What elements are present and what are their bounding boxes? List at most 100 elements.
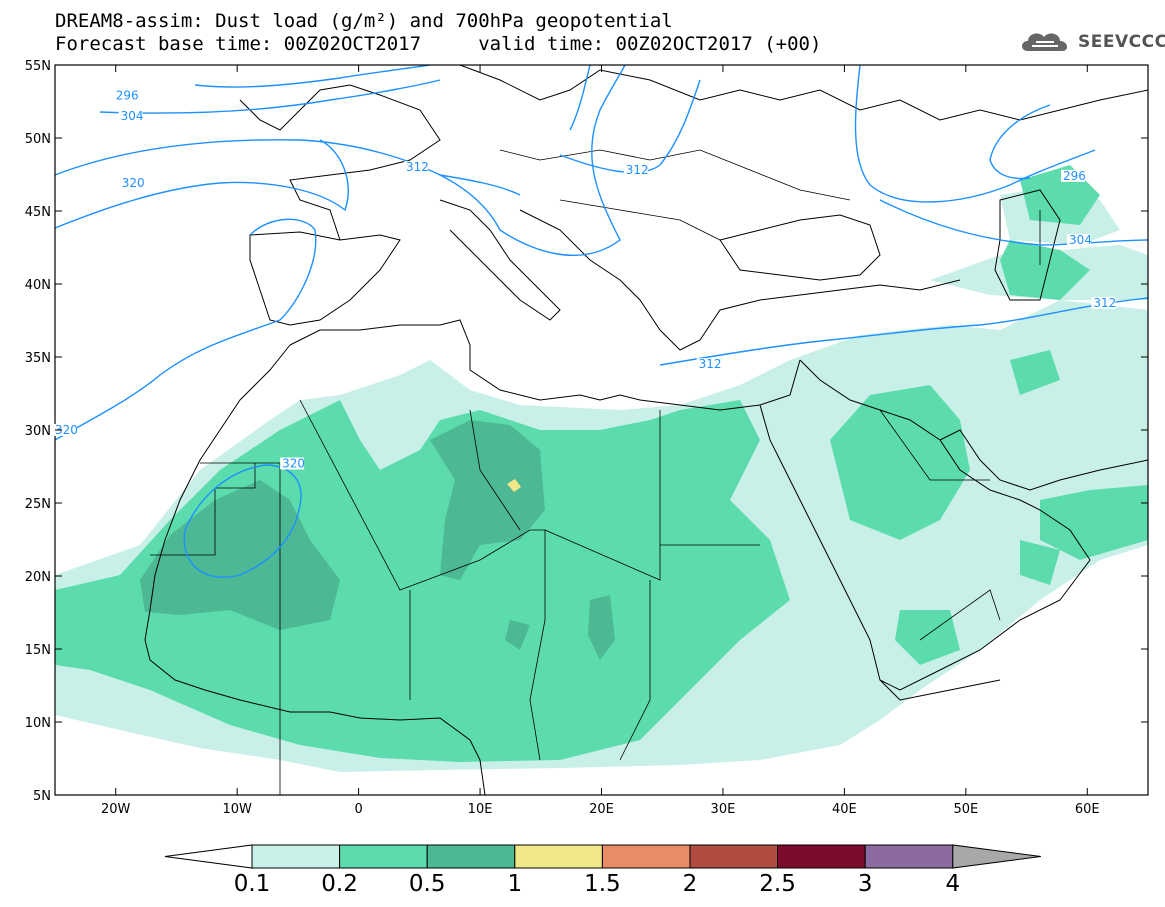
- coast-balkans-greece: [519, 209, 961, 351]
- colorbar-over-arrow: [952, 844, 1041, 869]
- lon-tick-label: 10E: [468, 802, 493, 817]
- border-saudi-iraq: [879, 409, 990, 481]
- dust-region-yellow: [507, 479, 521, 492]
- border-central-europe: [499, 149, 851, 201]
- lon-tick-label: 0: [354, 802, 362, 817]
- contour-label-bg: [118, 110, 143, 123]
- contour-label: 312: [1093, 296, 1116, 310]
- colorbar-label: 0.5: [409, 871, 446, 897]
- border-niger-chad: [529, 619, 546, 761]
- contour-label: 304: [121, 109, 144, 123]
- contour-label: 312: [626, 163, 649, 177]
- colorbar-label: 1.5: [584, 871, 621, 897]
- dust-shading: [55, 165, 1148, 772]
- contour-304-west: [99, 79, 441, 114]
- contour-label-bg: [403, 161, 428, 174]
- lat-tick-label: 20N: [25, 570, 51, 585]
- coast-africa-west: [144, 344, 486, 795]
- contour-label-bg: [280, 457, 305, 470]
- colorbar-swatch: [864, 844, 954, 869]
- lat-tick-label: 40N: [25, 278, 51, 293]
- border-mauritania: [200, 462, 281, 795]
- lon-tick-label: 50E: [953, 802, 978, 817]
- lat-tick-label: 15N: [25, 643, 51, 658]
- coastlines: [144, 65, 1148, 795]
- contour-label-bg: [1067, 234, 1092, 247]
- contour-label-bg: [119, 177, 144, 190]
- map-title: DREAM8-assim: Dust load (g/m²) and 700hP…: [55, 10, 673, 32]
- colorbar-swatch: [601, 844, 691, 869]
- contour-labels: 296 304 312 312 320 296 304 312 312 320 320: [53, 89, 1116, 471]
- lon-tick-label: 40E: [832, 802, 857, 817]
- contour-label: 304: [1069, 233, 1092, 247]
- geopotential-contours: [55, 65, 1148, 578]
- contour-label-bg: [53, 423, 77, 436]
- forecast-time-line: Forecast base time: 00Z02OCT2017 valid t…: [55, 33, 822, 55]
- contour-320-sahara: [183, 464, 302, 578]
- contour-label: 320: [282, 457, 305, 471]
- contour-label-bg: [623, 164, 648, 177]
- colorbar-label: 0.2: [321, 871, 358, 897]
- contour-label: 320: [122, 176, 145, 190]
- contour-312-north2: [569, 65, 591, 131]
- cloud-icon: [1022, 33, 1068, 51]
- coast-persian-gulf: [939, 429, 1148, 491]
- colorbar-swatch: [689, 844, 779, 869]
- logo-text: SEEVCCC: [1078, 32, 1165, 52]
- colorbar-label: 2.5: [759, 871, 796, 897]
- lat-tick-label: 45N: [25, 205, 51, 220]
- dust-region-dark: [140, 420, 615, 660]
- lon-tick-label: 30E: [711, 802, 736, 817]
- contour-label: 296: [1063, 169, 1086, 183]
- lat-tick-label: 25N: [25, 497, 51, 512]
- colorbar-label: 3: [858, 871, 873, 897]
- contour-296-west: [194, 65, 431, 88]
- lat-tick-label: 55N: [25, 59, 51, 74]
- contour-label: 312: [699, 357, 722, 371]
- colorbar-swatch: [339, 844, 428, 869]
- lat-tick-label: 5N: [33, 789, 51, 804]
- contour-label: 312: [406, 160, 429, 174]
- axis-ticks: 55N 50N 45N 40N 35N 30N 25N 20N 15N 10N 5N 20W 10W 0 1…: [25, 59, 1148, 817]
- lat-tick-label: 30N: [25, 424, 51, 439]
- contour-label-bg: [1091, 296, 1116, 309]
- colorbar-swatch: [426, 844, 516, 869]
- colorbar-label: 2: [683, 871, 698, 897]
- coast-france-britain: [239, 84, 441, 241]
- coast-caspian: [994, 189, 1061, 301]
- lat-tick-label: 50N: [25, 132, 51, 147]
- contour-312-north: [559, 79, 701, 174]
- lon-tick-label: 10W: [222, 802, 252, 817]
- coast-black-sea: [719, 214, 881, 281]
- colorbar: 0.1 0.2 0.5 1 1.5 2 2.5 3 4: [164, 844, 1041, 897]
- border-yemen: [919, 589, 1001, 641]
- border-libya-egypt: [544, 410, 661, 581]
- colorbar-label: 1: [507, 871, 522, 897]
- contour-312-east: [659, 297, 1148, 366]
- colorbar-label: 0.1: [234, 871, 271, 897]
- colorbar-under-arrow: [164, 844, 253, 869]
- lat-tick-label: 35N: [25, 351, 51, 366]
- colorbar-swatch: [777, 844, 866, 869]
- border-balkans: [559, 199, 721, 241]
- lat-tick-label: 10N: [25, 716, 51, 731]
- border-libya-west: [469, 409, 521, 531]
- contour-label: 320: [55, 423, 78, 437]
- contour-312-central: [439, 65, 626, 256]
- contour-304-east: [879, 199, 1148, 246]
- coast-mediterranean-south: [289, 319, 801, 411]
- coast-italy: [439, 199, 561, 321]
- seevccc-logo: SEEVCCC: [1018, 27, 1165, 57]
- border-algeria-mali-niger: [299, 399, 546, 620]
- borders: [150, 149, 1041, 795]
- contour-label-bg: [696, 358, 721, 371]
- colorbar-swatch: [514, 844, 603, 869]
- contour-label: 296: [116, 89, 139, 103]
- contour-312-west: [55, 139, 521, 196]
- colorbar-swatch: [251, 844, 341, 869]
- colorbar-label: 4: [945, 871, 960, 897]
- contour-296-east2: [989, 104, 1051, 180]
- contour-320-south: [55, 218, 317, 441]
- coast-red-sea: [759, 404, 1001, 701]
